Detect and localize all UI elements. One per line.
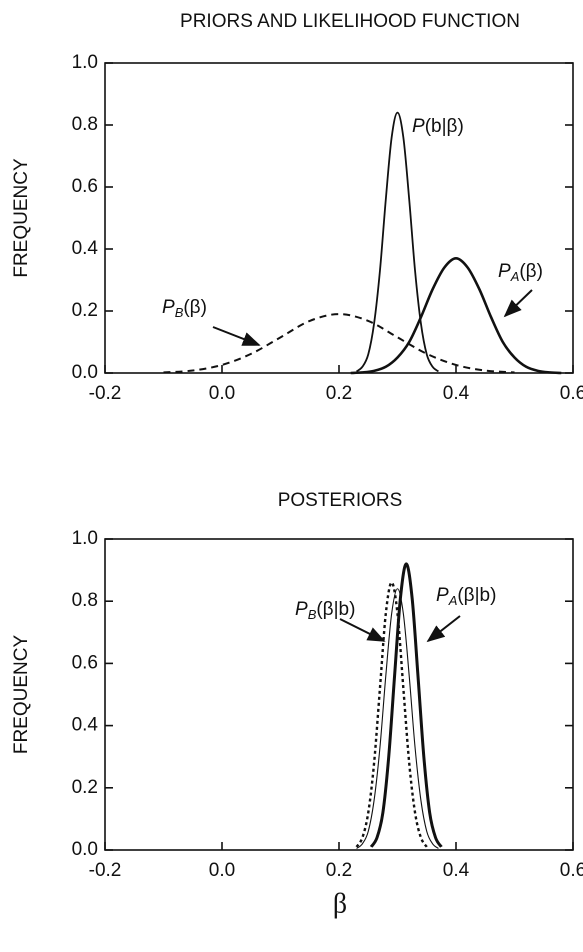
plot-frame [104, 62, 574, 374]
annotation-arg: (β) [183, 297, 207, 318]
y-tick-label: 0.4 [72, 715, 99, 736]
annotation-base: P [295, 599, 308, 620]
annotation-base: P [498, 261, 511, 282]
x-tick-label: 0.2 [326, 383, 352, 404]
y-tick-label: 0.6 [72, 176, 98, 197]
x-axis-label: β [333, 888, 347, 919]
annotation-arg: (β) [519, 261, 543, 282]
curve [369, 562, 443, 848]
curve [355, 111, 440, 373]
annotation: PA(β) [498, 261, 543, 284]
x-tick-label: -0.2 [89, 383, 122, 404]
x-tick-label: 0.4 [443, 383, 470, 404]
annotation: PB(β|b) [295, 599, 355, 622]
annotation-arg: (β|b) [457, 585, 496, 606]
y-tick-label: 0.0 [72, 839, 98, 860]
chart-title: PRIORS AND LIKELIHOOD FUNCTION [180, 11, 520, 32]
panel: PRIORS AND LIKELIHOOD FUNCTION FREQUENCY 0… [11, 11, 583, 404]
chart-title: POSTERIORS [278, 490, 403, 511]
y-axis-label: FREQUENCY [11, 635, 32, 755]
annotation-arrow [503, 289, 533, 318]
x-tick-label: 0.4 [443, 860, 470, 881]
annotation-arrow [426, 615, 461, 643]
annotation-base: P [436, 585, 449, 606]
x-tick-label: 0.0 [209, 860, 235, 881]
y-tick-label: 0.8 [72, 590, 98, 611]
x-tick-label: 0.6 [560, 860, 583, 881]
y-tick-label: 0.4 [72, 238, 99, 259]
y-tick-label: 1.0 [72, 528, 98, 549]
y-tick-label: 0.2 [72, 300, 98, 321]
annotation-arg: (b|β) [425, 116, 464, 137]
x-tick-label: -0.2 [89, 860, 122, 881]
curve [163, 313, 515, 374]
y-tick-label: 0.2 [72, 777, 98, 798]
annotation-sub: B [175, 305, 184, 320]
annotation-arrow [339, 618, 386, 642]
y-axis-label: FREQUENCY [11, 158, 32, 278]
annotation-arrow [212, 326, 261, 346]
annotation-sub: A [510, 269, 520, 284]
x-tick-label: 0.0 [209, 383, 235, 404]
curve [356, 588, 439, 849]
y-tick-label: 0.8 [72, 114, 98, 135]
x-tick-label: 0.6 [560, 383, 583, 404]
panel: POSTERIORS FREQUENCY β 0.0 0.2 0.4 0.6 0.8 1.0 -0… [11, 490, 583, 919]
annotation-arg: (β|b) [316, 599, 355, 620]
annotation-sub: A [448, 593, 458, 608]
annotation-sub: B [308, 607, 317, 622]
curve [350, 256, 562, 375]
annotation: PA(β|b) [436, 585, 496, 608]
y-tick-label: 1.0 [72, 52, 98, 73]
annotation-base: P [412, 116, 425, 137]
x-tick-label: 0.2 [326, 860, 352, 881]
annotation-base: P [162, 297, 175, 318]
y-tick-label: 0.0 [72, 362, 98, 383]
annotation: P(b|β) [412, 116, 464, 137]
y-tick-label: 0.6 [72, 652, 98, 673]
curve [355, 581, 428, 848]
plot-frame [104, 538, 574, 851]
annotation: PB(β) [162, 297, 207, 320]
